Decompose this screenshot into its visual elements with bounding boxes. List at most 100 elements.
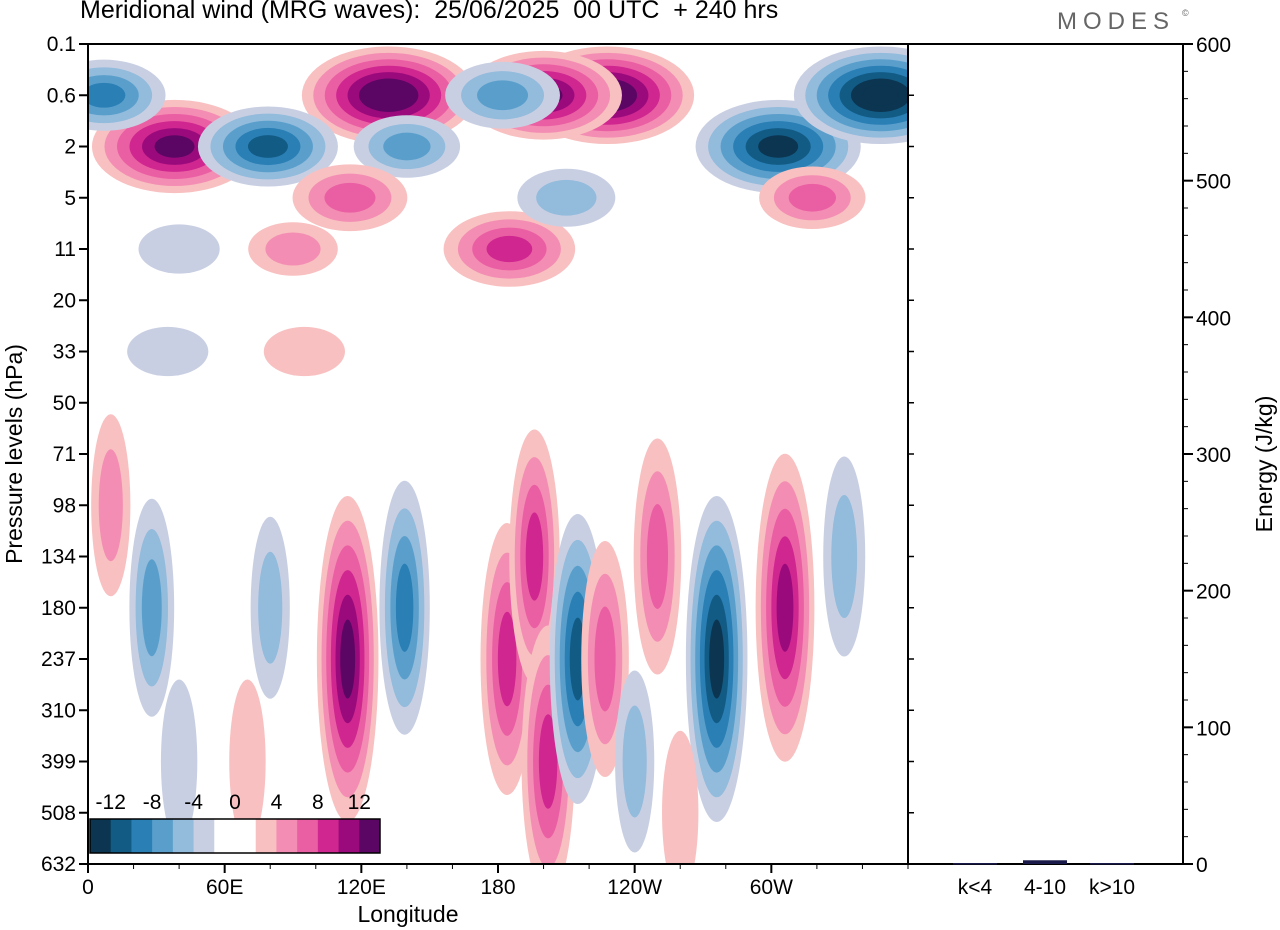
x-tick-label: 120E: [337, 876, 386, 899]
contour-band: [160, 679, 198, 844]
brand-logo: MODES: [1057, 8, 1176, 35]
energy-axis-title: Energy (J/kg): [1251, 396, 1277, 533]
heatmap-feature: [138, 224, 220, 274]
contour-band: [340, 619, 356, 699]
colorbar-swatch: [214, 819, 236, 853]
energy-tick-label: 0: [1196, 854, 1208, 877]
y-tick-label: 0.1: [47, 33, 76, 56]
y-tick-label: 50: [53, 392, 76, 415]
heatmap-feature: [509, 429, 560, 684]
contour-band: [477, 80, 529, 111]
chart-axes: 0.1 0.6 2 5 11 20 33 50 71 98 134 180 237 310 399 508 63…: [1, 33, 1277, 927]
x-tick-label: 60W: [750, 876, 793, 899]
colorbar-swatch: [338, 819, 360, 853]
contour-band: [98, 449, 123, 562]
contour-band: [758, 135, 799, 158]
y-tick-label: 20: [53, 289, 76, 312]
energy-tick-label: 400: [1196, 307, 1231, 330]
contour-band: [324, 182, 376, 213]
colorbar-label: 4: [271, 791, 283, 814]
contour-band: [229, 679, 266, 844]
y-tick-label: 71: [53, 443, 76, 466]
y-tick-label: 5: [64, 187, 76, 210]
contour-band: [709, 619, 725, 699]
colorbar-swatch: [193, 819, 215, 853]
energy-tick-label: 600: [1196, 34, 1231, 57]
y-tick-label: 11: [54, 238, 76, 261]
colorbar-swatch: [235, 819, 257, 853]
contour-band: [88, 82, 126, 108]
contour-band: [247, 135, 288, 158]
contour-band: [831, 494, 858, 619]
colorbar-label: 8: [312, 791, 324, 814]
heatmap-field: [88, 46, 908, 864]
heatmap-feature: [685, 496, 748, 822]
colorbar-swatch: [255, 819, 277, 853]
energy-tick-label: 300: [1196, 444, 1231, 467]
brand-copyright-mark: ©: [1182, 8, 1189, 18]
colorbar-swatch: [317, 819, 340, 853]
heatmap-feature: [160, 679, 198, 844]
x-axis-title: Longitude: [357, 901, 458, 927]
contour-band: [788, 183, 836, 212]
contour-band: [594, 606, 616, 712]
colorbar-swatch: [276, 819, 298, 853]
contour-band: [525, 512, 544, 601]
contour-band: [862, 84, 899, 106]
y-axis-title: Pressure levels (hPa): [1, 344, 27, 564]
y-tick-label: 508: [41, 802, 76, 825]
contour-band: [370, 84, 407, 106]
colorbar-label: 12: [348, 791, 371, 814]
y-tick-label: 134: [41, 546, 76, 569]
heatmap-feature: [129, 498, 175, 717]
y-tick-label: 399: [41, 751, 76, 774]
x-tick-label: 0: [82, 876, 94, 899]
colorbar-swatch: [90, 819, 112, 853]
colorbar-label: -12: [96, 791, 126, 814]
energy-bars: k<4 4-10 k>10: [953, 860, 1135, 899]
heatmap-feature: [91, 414, 131, 597]
heatmap-feature: [229, 679, 266, 844]
colorbar-swatch: [110, 819, 132, 853]
contour-band: [486, 235, 533, 263]
energy-tick-label: 100: [1196, 717, 1231, 740]
colorbar-frame: [89, 818, 381, 854]
energy-category-label: 4-10: [1024, 876, 1066, 899]
heatmap-feature: [292, 164, 408, 232]
heatmap-feature: [633, 438, 682, 675]
heatmap-feature: [197, 106, 338, 187]
contour-band: [141, 559, 162, 657]
colorbar-swatch: [152, 819, 174, 853]
y-tick-label: 237: [41, 648, 76, 671]
contour-band: [383, 132, 431, 161]
energy-bar: [1090, 863, 1134, 865]
energy-tick-label: 500: [1196, 171, 1231, 194]
colorbar: -12 -8 -4 0 4 8 12: [89, 791, 381, 854]
contour-band: [662, 730, 699, 864]
heatmap-feature: [250, 516, 290, 699]
contour-band: [776, 563, 794, 652]
x-tick-label: 60E: [206, 876, 243, 899]
heatmap-feature: [662, 730, 699, 864]
heatmap-feature: [127, 326, 209, 377]
contour-band: [127, 326, 209, 377]
heatmap-feature: [301, 46, 476, 145]
heatmap-feature: [581, 541, 629, 777]
y-tick-label: 310: [41, 699, 76, 722]
energy-bar: [1023, 860, 1067, 864]
contour-band: [263, 326, 345, 377]
heatmap-feature: [88, 59, 166, 131]
contour-band: [265, 232, 321, 266]
colorbar-swatch: [297, 819, 319, 853]
heatmap-feature: [793, 46, 908, 145]
x-tick-label: 120W: [607, 876, 662, 899]
heatmap-feature: [823, 456, 866, 657]
energy-category-label: k<4: [958, 876, 993, 899]
y-tick-label: 0.6: [47, 84, 76, 107]
colorbar-label: 0: [229, 791, 241, 814]
contour-band: [138, 224, 220, 274]
contour-band: [536, 179, 597, 216]
heatmap-feature: [353, 115, 461, 178]
heatmap-feature: [695, 99, 861, 194]
